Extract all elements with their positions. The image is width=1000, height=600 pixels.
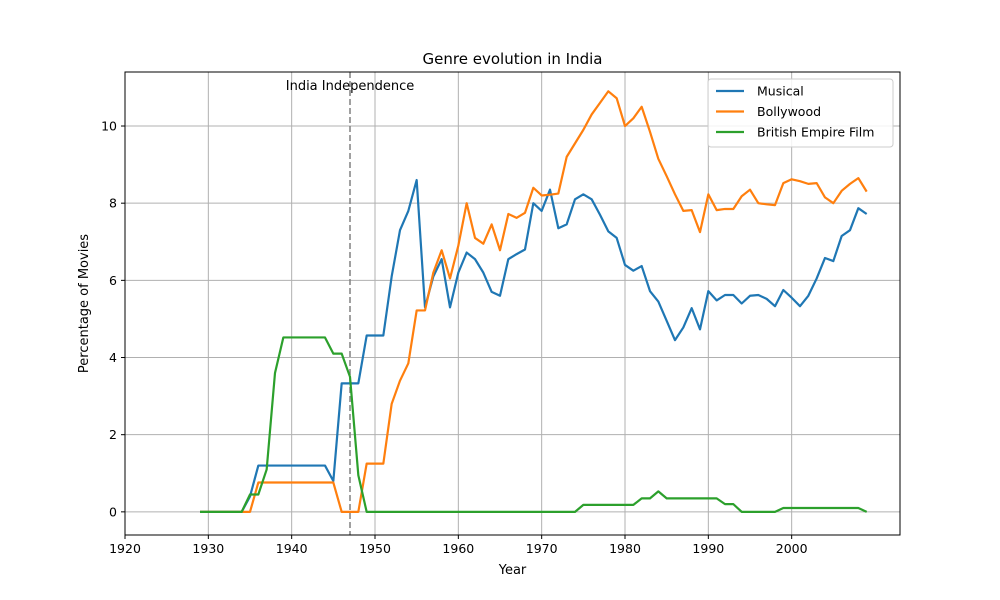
legend-label-musical: Musical — [757, 84, 804, 99]
series-line-musical — [200, 178, 868, 513]
x-tick-label: 1970 — [526, 541, 558, 556]
y-tick-label: 6 — [109, 273, 117, 288]
legend-frame — [707, 78, 894, 148]
legend-item-bollywood: Bollywood — [716, 104, 821, 119]
x-tick-label: 1930 — [192, 541, 224, 556]
x-tick-label: 1940 — [276, 541, 308, 556]
legend-label-british-empire-film: British Empire Film — [757, 125, 874, 140]
chart-title: Genre evolution in India — [423, 50, 603, 68]
series-line-british-empire-film — [200, 336, 868, 513]
y-axis-label: Percentage of Movies — [77, 234, 92, 373]
x-tick-label: 1960 — [442, 541, 474, 556]
plot-frame — [124, 71, 901, 536]
y-tick-label: 10 — [101, 119, 117, 134]
y-tick-label: 8 — [109, 196, 117, 211]
x-axis-ticks: 1920 1930 1940 1950 1960 1970 1980 1990 2000 — [109, 535, 808, 556]
x-tick-label: 1920 — [109, 541, 141, 556]
legend-item-musical: Musical — [716, 84, 804, 99]
x-tick-label: 1980 — [609, 541, 641, 556]
y-tick-label: 0 — [109, 504, 117, 519]
y-tick-label: 2 — [109, 427, 117, 442]
x-tick-label: 1990 — [692, 541, 724, 556]
x-tick-label: 1950 — [359, 541, 391, 556]
annotation-layer: India Independence — [286, 72, 414, 535]
y-tick-label: 4 — [109, 350, 117, 365]
series-lines — [200, 90, 868, 513]
x-axis-label: Year — [498, 563, 527, 578]
independence-annotation-label: India Independence — [286, 79, 414, 94]
series-line-bollywood — [200, 90, 868, 513]
legend: Musical Bollywood British Empire Film — [707, 78, 894, 148]
legend-item-british-empire-film: British Empire Film — [716, 125, 874, 140]
x-tick-label: 2000 — [776, 541, 808, 556]
legend-label-bollywood: Bollywood — [757, 104, 821, 119]
y-axis-ticks: 0 2 4 6 8 10 — [101, 119, 125, 519]
